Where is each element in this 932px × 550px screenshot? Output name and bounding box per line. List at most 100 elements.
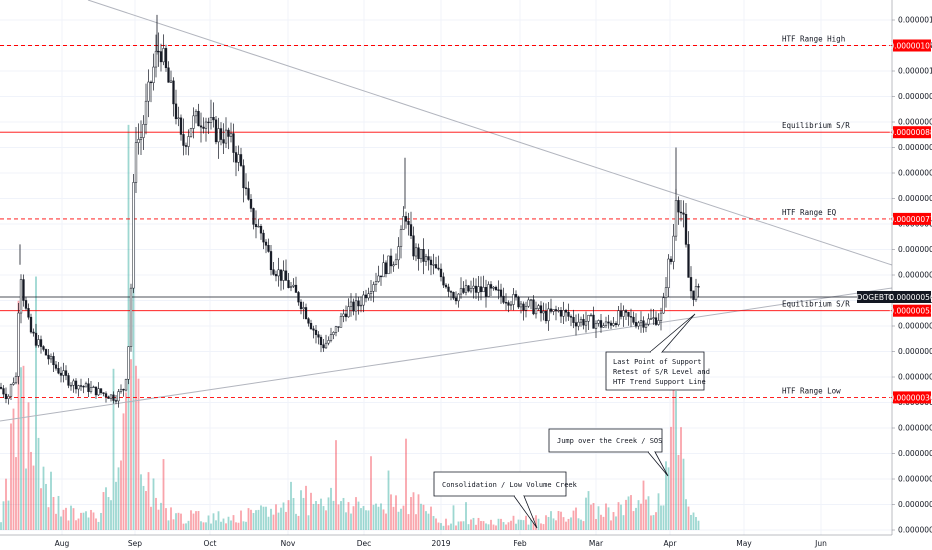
volume-bar [130,359,132,530]
candle-body [172,80,175,105]
volume-bar [72,508,75,530]
candle-body [62,370,65,376]
candle-body [37,339,40,346]
volume-bar [247,508,250,530]
candle-body [369,291,373,295]
callout-jump-over-creek[interactable]: Jump over the Creek / SOS [548,428,669,477]
volume-bar [180,513,182,530]
volume-bar [332,500,335,530]
candle-body [387,255,390,275]
volume-bar [115,481,117,530]
candle-body [519,303,523,308]
candle-body [689,277,693,292]
volume-bar [5,478,7,530]
volume-bar [325,510,327,530]
candle-body [277,269,280,277]
volume-bar [2,501,5,530]
volume-bar [607,507,610,530]
candle-body [137,139,140,143]
volume-bar [300,490,302,530]
volume-bar [22,365,25,530]
candle-body [47,354,50,360]
volume-bar [572,510,575,530]
volume-bar [550,511,552,530]
candle-body [507,302,510,306]
volume-bar [102,492,105,530]
volume-bar [655,512,657,530]
candle-body [349,301,353,307]
htf-support-trendline[interactable] [0,287,893,422]
volume-bar [117,467,120,530]
candle-body [162,48,165,63]
candle-body [132,182,135,289]
annotation-line-1: Last Point of Support [613,358,702,366]
volume-bar [375,503,377,530]
volume-bar [570,517,572,530]
volume-bar [95,518,97,530]
callout-consolidation[interactable]: Consolidation / Low Volume Creek [433,471,578,529]
candle-body [642,320,645,328]
volume-bar [125,392,127,530]
volume-bar [302,497,305,530]
volume-bar [12,408,15,530]
candle-body [84,383,88,388]
candle-body [522,303,525,311]
volume-bar [290,481,292,530]
volume-bar [672,378,675,530]
candle-body [264,241,268,246]
volume-bar [477,517,480,530]
candle-body [677,200,680,213]
volume-bar [182,523,185,530]
candle-body [494,286,498,290]
candle-body [557,310,560,312]
candle-body [334,326,338,333]
volume-bar [10,423,12,530]
price-axis[interactable] [892,0,932,535]
volume-bar [52,497,55,530]
candle-body [159,51,163,63]
candle-body [577,321,580,327]
candle-body [67,375,70,386]
candle-body [204,121,208,129]
candle-body [612,323,615,326]
candle-body [157,50,160,53]
volume-bar [500,518,502,530]
volume-bar [692,512,695,530]
y-axis-ticks: 0.00000110 0.00000105 0.00000100 0.00000095… [892,16,932,535]
volume-bar [277,512,280,530]
candle-body [594,323,598,329]
volume-bar [7,500,10,530]
callout-last-point-of-support[interactable]: Last Point of Support Retest of S/R Leve… [605,313,710,391]
volume-bar [237,522,240,530]
volume-bar [487,524,490,530]
volume-bar [170,507,172,530]
volume-bar [437,522,440,530]
candle-body [599,320,603,328]
volume-bar [495,525,497,530]
volume-bar [545,515,547,530]
volume-bar [75,520,77,530]
level-tag [893,126,931,139]
candle-body [454,297,458,302]
volume-bar [627,496,630,530]
volume-bar [197,511,200,530]
candle-body [309,322,313,330]
candle-body [602,325,605,328]
candle-body [584,321,588,326]
candle-body [654,317,658,325]
volume-bar [27,402,30,530]
volume-bar [540,523,542,530]
level-tag [893,391,931,404]
candle-body [119,388,123,392]
candle-body [134,142,138,183]
candle-body [379,275,383,278]
x-tick-label: Nov [281,539,296,548]
volume-bar [212,513,215,530]
candle-body [339,316,343,328]
candle-body [639,320,643,324]
volume-bar [35,276,37,530]
candle-body [582,319,585,326]
volume-bar [327,497,330,530]
candle-body [477,286,480,293]
